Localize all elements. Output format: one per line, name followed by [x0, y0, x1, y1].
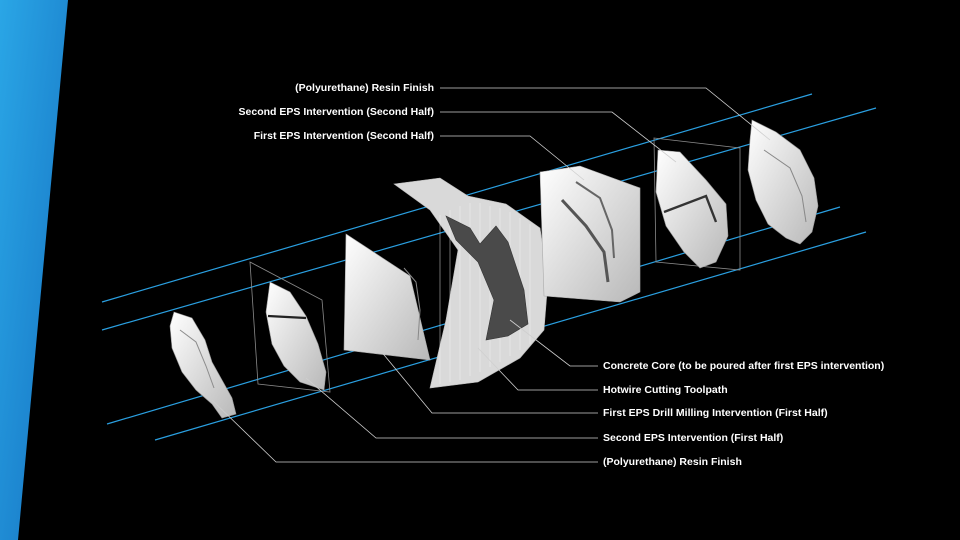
- leader-bottom-3: [379, 349, 598, 414]
- leader-bottom-4: [305, 377, 598, 439]
- label-first-eps-drill-milling: First EPS Drill Milling Intervention (Fi…: [603, 407, 828, 419]
- label-bottom-resin-finish: (Polyurethane) Resin Finish: [603, 456, 742, 468]
- piece-first-eps-second-half: [539, 165, 641, 303]
- piece-second-eps-second-half: [653, 137, 741, 271]
- accent-band: [0, 0, 68, 540]
- label-top-first-eps-second-half: First EPS Intervention (Second Half): [253, 130, 434, 142]
- leader-bottom-5: [211, 399, 598, 463]
- label-top-second-eps-second-half: Second EPS Intervention (Second Half): [238, 106, 434, 118]
- leader-bottom-1: [509, 319, 598, 367]
- leader-top-2: [440, 111, 677, 163]
- label-hotwire-toolpath: Hotwire Cutting Toolpath: [603, 384, 728, 396]
- piece-resin-finish-second-half: [747, 119, 819, 245]
- label-top-resin-finish: (Polyurethane) Resin Finish: [295, 82, 434, 94]
- piece-first-eps-drill-milling-first-half: [343, 233, 431, 361]
- piece-second-eps-first-half: [249, 261, 331, 393]
- leader-top-3: [440, 135, 585, 181]
- leader-lines-top: [440, 87, 771, 181]
- label-second-eps-first-half: Second EPS Intervention (First Half): [603, 432, 784, 444]
- concrete-core: [445, 215, 529, 341]
- leader-bottom-2: [477, 347, 598, 391]
- leader-lines-bottom: [211, 319, 598, 463]
- label-concrete-core: Concrete Core (to be poured after first …: [603, 360, 885, 372]
- leader-top-1: [440, 87, 771, 141]
- piece-hotwire-toolpath: [393, 177, 549, 389]
